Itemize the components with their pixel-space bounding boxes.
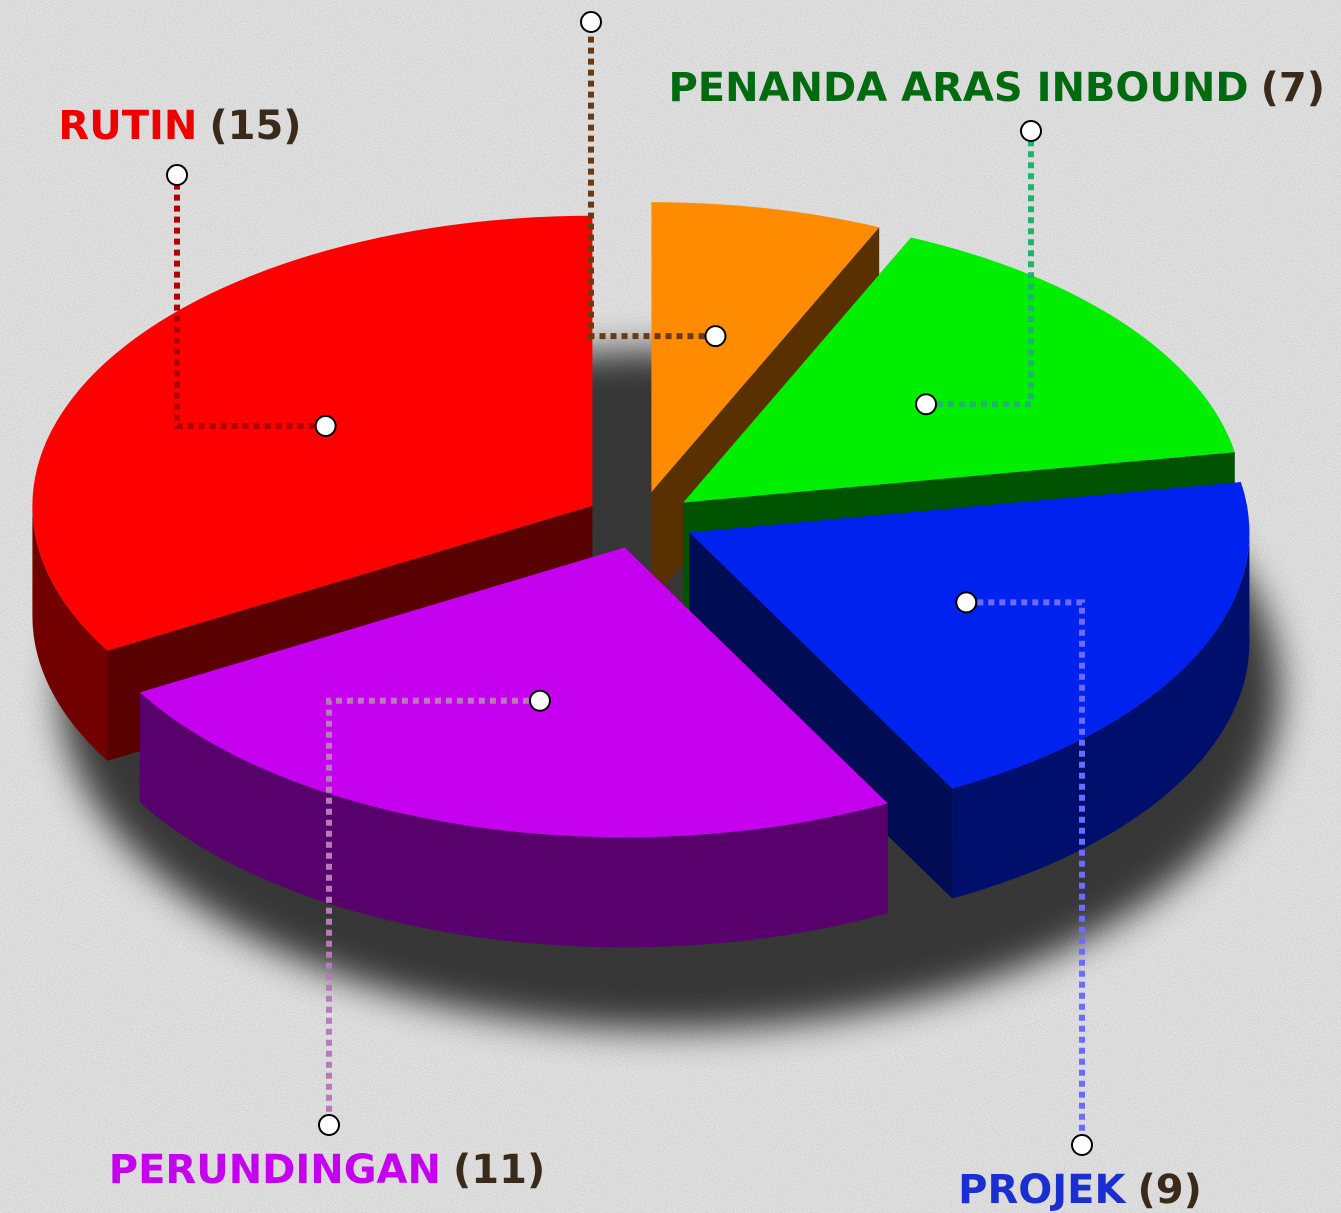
leader-line <box>588 22 716 340</box>
slice-label: RUTIN (15) <box>58 103 301 149</box>
slice <box>651 202 880 493</box>
slice-label-value: (11) <box>453 1147 545 1193</box>
slice <box>32 215 593 651</box>
slice-label-value: (15) <box>209 103 301 149</box>
leader-dot <box>580 11 602 33</box>
leader-dot <box>318 1114 340 1136</box>
slice-label: PERUNDINGAN (11) <box>109 1147 545 1193</box>
leader-dot <box>1071 1134 1093 1156</box>
leader-line <box>926 131 1034 408</box>
slice-label-value: (9) <box>1137 1167 1201 1213</box>
slice-label-name: PENANDA ARAS INBOUND <box>668 65 1248 111</box>
slice-label-name: PROJEK <box>958 1167 1127 1213</box>
slice-label-name: PERUNDINGAN <box>109 1147 441 1193</box>
leader-line <box>326 697 540 1125</box>
slice-wall <box>32 505 108 761</box>
leader-dot <box>166 164 188 186</box>
slice-label-value: (7) <box>1261 65 1325 111</box>
slice <box>683 237 1235 503</box>
slice-label: PENANDA ARAS INBOUND (7) <box>668 65 1325 111</box>
leader-dot <box>528 689 551 712</box>
slice <box>689 482 1250 789</box>
leader-line <box>966 599 1085 1145</box>
leader-dot <box>314 415 337 438</box>
leader-dot <box>955 591 978 614</box>
slice-label-name: RUTIN <box>58 103 197 149</box>
slice-wall <box>139 692 888 948</box>
slice-label: PROJEK (9) <box>958 1167 1202 1213</box>
leader-line <box>174 175 326 429</box>
leader-dot <box>915 393 938 416</box>
leader-dot <box>1020 120 1042 142</box>
leader-dot <box>704 325 727 348</box>
slice-wall <box>952 532 1250 899</box>
